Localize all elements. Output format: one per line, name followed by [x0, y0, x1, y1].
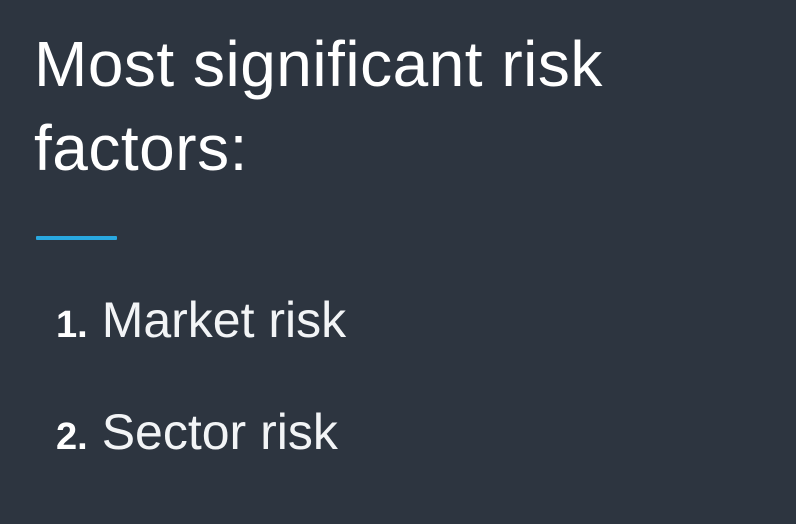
list-item: 2. Sector risk [56, 394, 346, 470]
accent-divider [36, 236, 117, 240]
list-item: 1. Market risk [56, 282, 346, 358]
list-item-number: 1. [56, 304, 88, 346]
risk-factor-list: 1. Market risk 2. Sector risk [56, 282, 346, 506]
list-item-number: 2. [56, 416, 88, 458]
list-item-label: Sector risk [101, 404, 338, 460]
list-item-label: Market risk [101, 292, 347, 348]
slide-title: Most significant risk factors: [34, 28, 603, 184]
